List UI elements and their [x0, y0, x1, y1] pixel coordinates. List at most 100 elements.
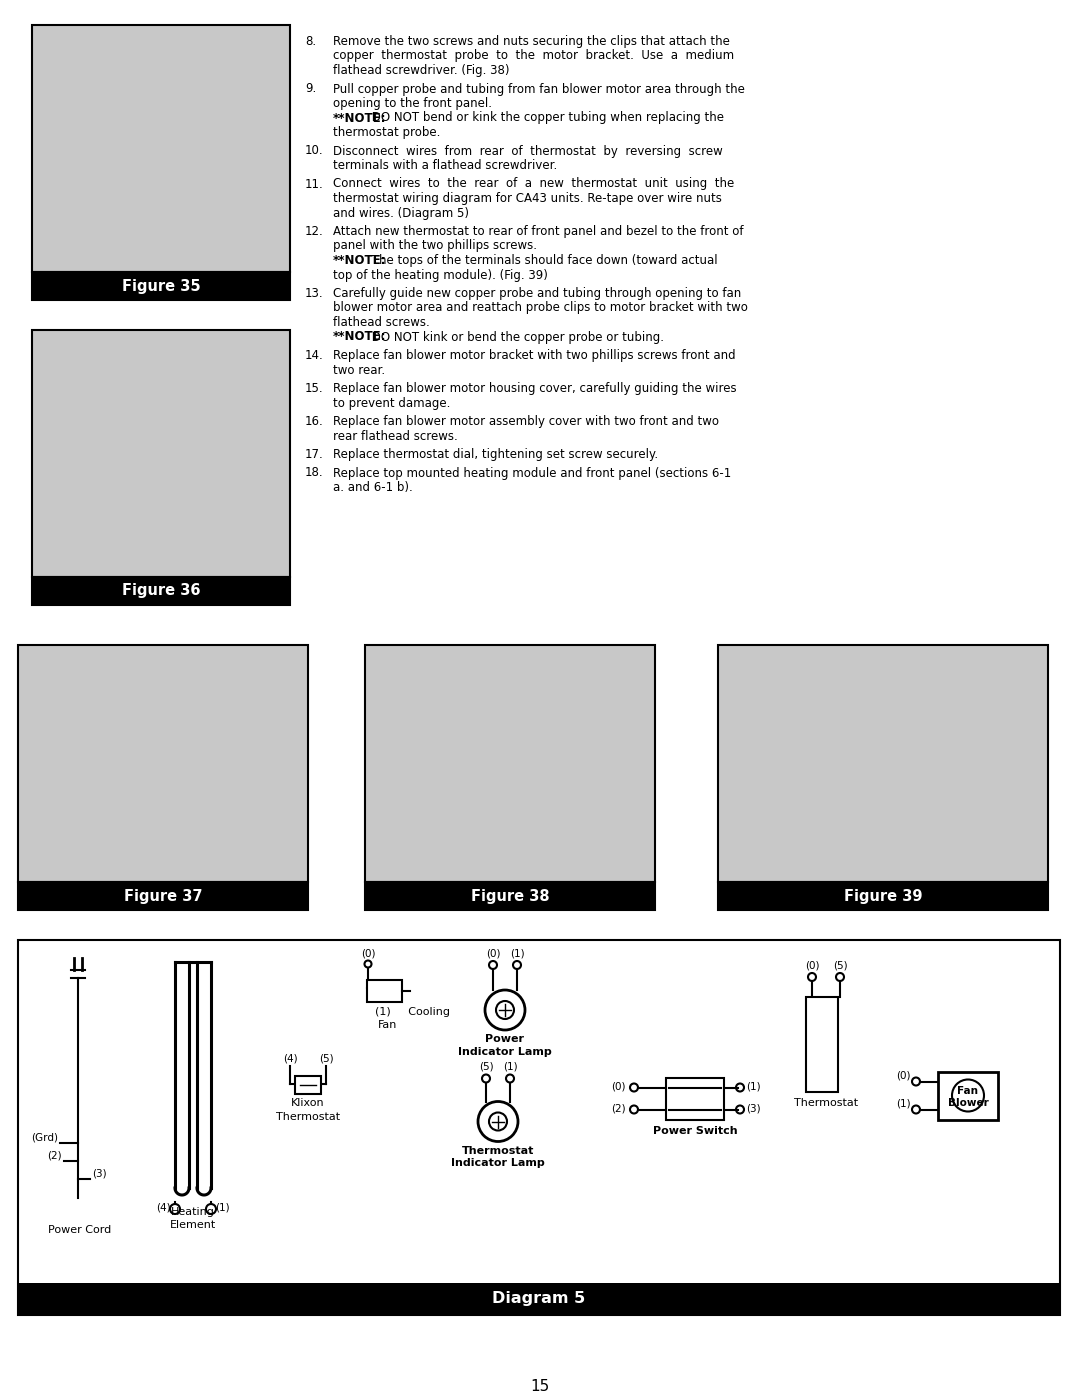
Text: (1): (1): [746, 1081, 760, 1091]
Text: Replace fan blower motor assembly cover with two front and two: Replace fan blower motor assembly cover …: [333, 415, 719, 427]
Text: 13.: 13.: [305, 286, 324, 300]
Bar: [32, 577, 291, 605]
Text: 11.: 11.: [305, 177, 324, 190]
Text: 8.: 8.: [305, 35, 316, 47]
Text: thermostat probe.: thermostat probe.: [333, 126, 441, 138]
Text: Thermostat: Thermostat: [275, 1112, 340, 1122]
Text: (1): (1): [895, 1098, 910, 1108]
Text: Pull copper probe and tubing from fan blower motor area through the: Pull copper probe and tubing from fan bl…: [333, 82, 745, 95]
Bar: [367, 981, 402, 1002]
Text: 16.: 16.: [305, 415, 324, 427]
Bar: [32, 272, 291, 300]
Text: Klixon: Klixon: [292, 1098, 325, 1108]
Text: Heating: Heating: [171, 1207, 215, 1217]
Text: (0): (0): [805, 961, 820, 971]
Bar: [18, 882, 308, 909]
Text: rear flathead screws.: rear flathead screws.: [333, 429, 458, 443]
Text: copper  thermostat  probe  to  the  motor  bracket.  Use  a  medium: copper thermostat probe to the motor bra…: [333, 49, 734, 63]
Text: (0): (0): [895, 1070, 910, 1080]
Text: flathead screws.: flathead screws.: [333, 316, 430, 330]
Bar: [718, 882, 1048, 909]
Text: terminals with a flathead screwdriver.: terminals with a flathead screwdriver.: [333, 159, 557, 172]
Text: (0): (0): [486, 949, 500, 958]
Text: Figure 38: Figure 38: [471, 888, 550, 904]
Text: (3): (3): [92, 1168, 107, 1178]
Text: 15: 15: [530, 1379, 550, 1394]
Bar: [18, 940, 1059, 1315]
Text: Figure 37: Figure 37: [124, 888, 202, 904]
Text: panel with the two phillips screws.: panel with the two phillips screws.: [333, 239, 537, 253]
Text: top of the heating module). (Fig. 39): top of the heating module). (Fig. 39): [333, 268, 548, 282]
Text: (1): (1): [502, 1062, 517, 1071]
Text: Disconnect  wires  from  rear  of  thermostat  by  reversing  screw: Disconnect wires from rear of thermostat…: [333, 144, 723, 158]
Text: (5): (5): [833, 961, 848, 971]
Text: (2): (2): [48, 1150, 62, 1160]
Text: (3): (3): [746, 1104, 760, 1113]
Bar: [32, 25, 291, 272]
Text: Indicator Lamp: Indicator Lamp: [458, 1046, 552, 1058]
Text: Replace fan blower motor bracket with two phillips screws front and: Replace fan blower motor bracket with tw…: [333, 349, 735, 362]
Bar: [295, 1076, 321, 1094]
Text: (0): (0): [361, 949, 375, 958]
Text: Replace thermostat dial, tightening set screw securely.: Replace thermostat dial, tightening set …: [333, 448, 658, 461]
Bar: [32, 330, 291, 577]
Text: (1)     Cooling: (1) Cooling: [375, 1007, 450, 1017]
Text: thermostat wiring diagram for CA43 units. Re-tape over wire nuts: thermostat wiring diagram for CA43 units…: [333, 191, 721, 205]
Text: Figure 36: Figure 36: [122, 584, 200, 598]
Text: Carefully guide new copper probe and tubing through opening to fan: Carefully guide new copper probe and tub…: [333, 286, 741, 300]
Text: (4): (4): [157, 1203, 171, 1213]
Text: 17.: 17.: [305, 448, 324, 461]
Text: (0): (0): [611, 1081, 626, 1091]
Text: two rear.: two rear.: [333, 363, 386, 377]
Text: 15.: 15.: [305, 381, 324, 395]
Text: DO NOT kink or bend the copper probe or tubing.: DO NOT kink or bend the copper probe or …: [368, 331, 664, 344]
Text: Element: Element: [170, 1220, 216, 1229]
Text: Indicator Lamp: Indicator Lamp: [451, 1158, 545, 1168]
Text: The tops of the terminals should face down (toward actual: The tops of the terminals should face do…: [368, 254, 717, 267]
Text: Remove the two screws and nuts securing the clips that attach the: Remove the two screws and nuts securing …: [333, 35, 730, 47]
Text: (2): (2): [611, 1104, 626, 1113]
Text: Connect  wires  to  the  rear  of  a  new  thermostat  unit  using  the: Connect wires to the rear of a new therm…: [333, 177, 734, 190]
Bar: [718, 645, 1048, 882]
Text: Thermostat: Thermostat: [462, 1146, 535, 1155]
Bar: [365, 882, 654, 909]
Text: DO NOT bend or kink the copper tubing when replacing the: DO NOT bend or kink the copper tubing wh…: [368, 112, 724, 124]
Text: **NOTE:: **NOTE:: [333, 331, 387, 344]
Text: (4): (4): [283, 1053, 297, 1063]
Text: 18.: 18.: [305, 467, 324, 479]
Text: **NOTE:: **NOTE:: [333, 112, 387, 124]
Text: Diagram 5: Diagram 5: [492, 1291, 585, 1306]
Text: to prevent damage.: to prevent damage.: [333, 397, 450, 409]
Text: Power: Power: [486, 1034, 525, 1044]
Text: Blower: Blower: [947, 1098, 988, 1108]
Text: 10.: 10.: [305, 144, 324, 158]
Text: 14.: 14.: [305, 349, 324, 362]
Text: Fan: Fan: [958, 1087, 978, 1097]
Text: Fan: Fan: [378, 1020, 397, 1030]
Bar: [18, 645, 308, 882]
Text: Figure 39: Figure 39: [843, 888, 922, 904]
Text: (5): (5): [319, 1053, 334, 1063]
Text: Thermostat: Thermostat: [794, 1098, 859, 1108]
Text: flathead screwdriver. (Fig. 38): flathead screwdriver. (Fig. 38): [333, 64, 510, 77]
Text: Power Switch: Power Switch: [652, 1126, 738, 1136]
Text: Attach new thermostat to rear of front panel and bezel to the front of: Attach new thermostat to rear of front p…: [333, 225, 743, 237]
Text: opening to the front panel.: opening to the front panel.: [333, 96, 492, 110]
Bar: [939, 1071, 998, 1119]
Text: and wires. (Diagram 5): and wires. (Diagram 5): [333, 207, 469, 219]
Text: a. and 6-1 b).: a. and 6-1 b).: [333, 481, 413, 495]
Text: (1): (1): [510, 949, 524, 958]
Bar: [18, 1282, 1059, 1315]
Text: blower motor area and reattach probe clips to motor bracket with two: blower motor area and reattach probe cli…: [333, 302, 747, 314]
Text: Figure 35: Figure 35: [122, 278, 200, 293]
Bar: [666, 1077, 724, 1119]
Bar: [806, 997, 838, 1092]
Bar: [365, 645, 654, 882]
Text: 12.: 12.: [305, 225, 324, 237]
Text: 9.: 9.: [305, 82, 316, 95]
Text: (1): (1): [215, 1203, 230, 1213]
Text: Replace top mounted heating module and front panel (sections 6-1: Replace top mounted heating module and f…: [333, 467, 731, 479]
Text: Replace fan blower motor housing cover, carefully guiding the wires: Replace fan blower motor housing cover, …: [333, 381, 737, 395]
Text: Power Cord: Power Cord: [49, 1225, 111, 1235]
Text: (Grd): (Grd): [31, 1132, 58, 1141]
